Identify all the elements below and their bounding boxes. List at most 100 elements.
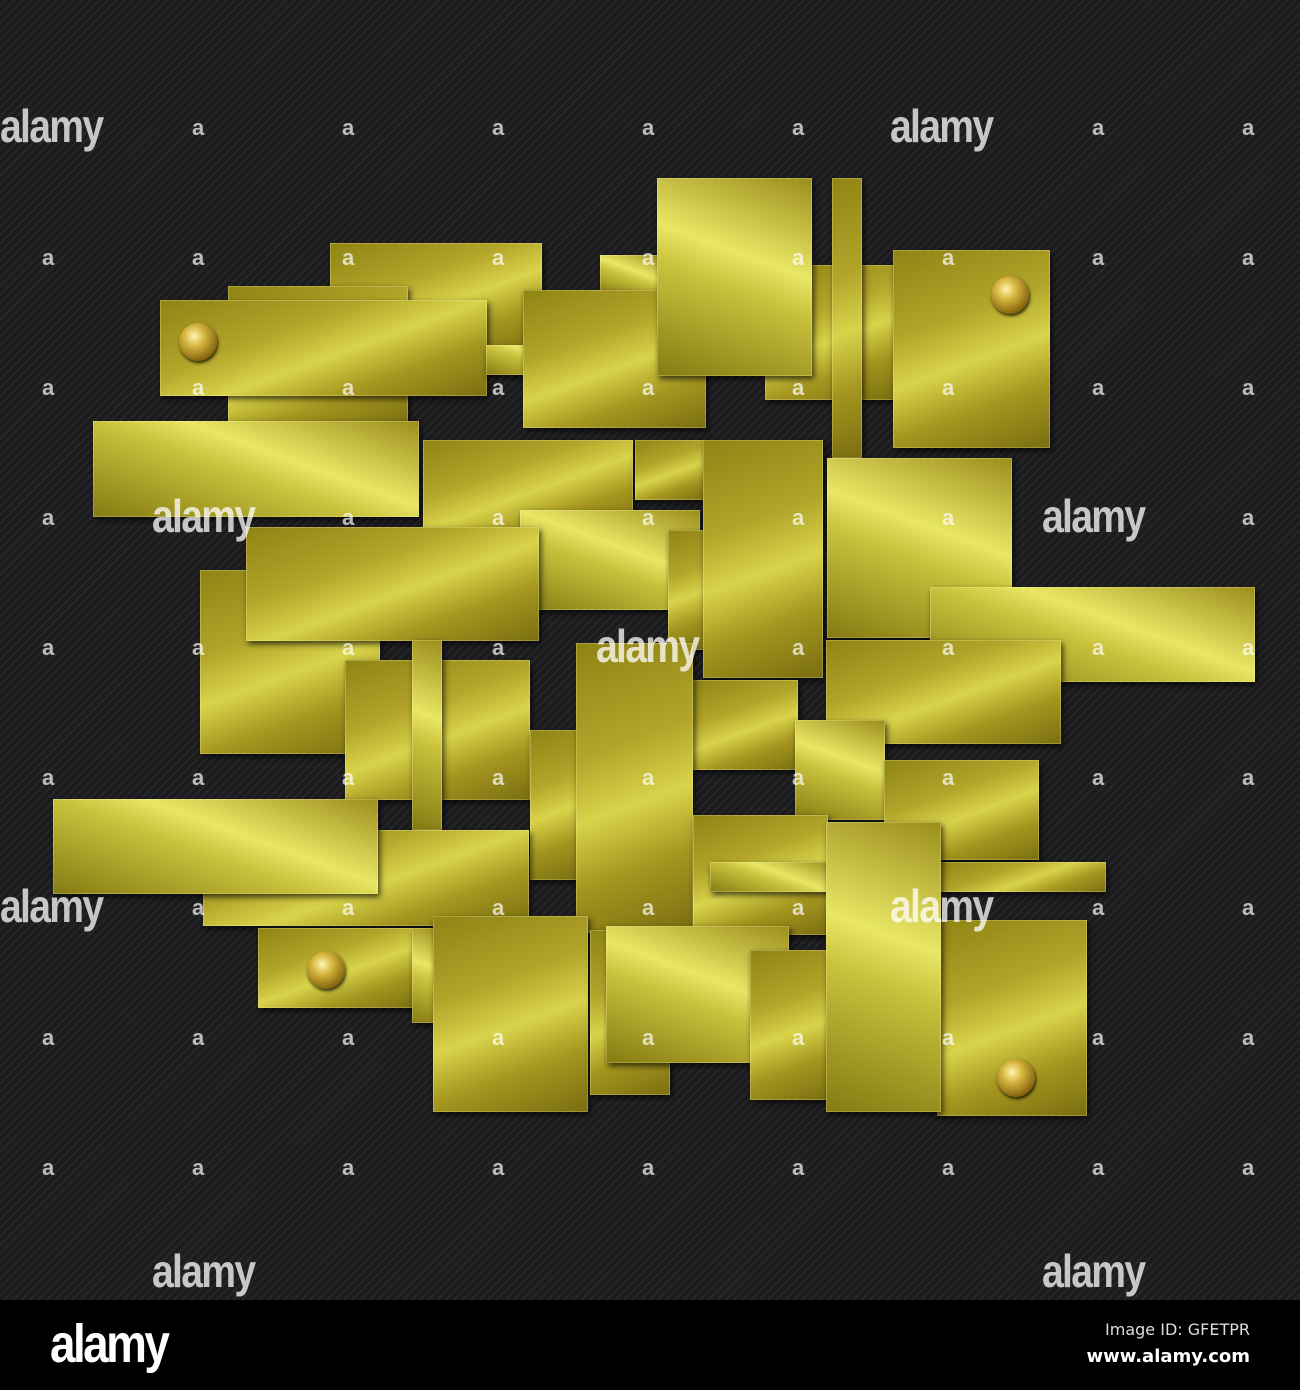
- watermark-mark: a: [792, 895, 805, 920]
- gold-plate: [412, 640, 442, 830]
- watermark: alamy: [890, 880, 994, 932]
- watermark-mark: a: [1242, 505, 1255, 530]
- watermark-mark: a: [792, 1025, 805, 1050]
- watermark: alamy: [0, 100, 104, 152]
- watermark-mark: a: [492, 765, 505, 790]
- gold-plate: [703, 440, 823, 678]
- watermark-mark: a: [942, 635, 955, 660]
- watermark-mark: a: [1092, 245, 1105, 270]
- gold-plate: [710, 862, 830, 892]
- watermark-mark: a: [942, 765, 955, 790]
- watermark-mark: a: [642, 245, 655, 270]
- watermark: alamy: [1042, 1245, 1146, 1297]
- watermark-mark: a: [1242, 765, 1255, 790]
- watermark-mark: a: [192, 635, 205, 660]
- gold-plate: [668, 530, 708, 650]
- watermark-mark: a: [342, 1155, 355, 1180]
- gold-plate: [246, 527, 539, 641]
- watermark-mark: a: [942, 245, 955, 270]
- watermark-mark: a: [1092, 1025, 1105, 1050]
- gold-plate: [940, 862, 1106, 892]
- watermark-mark: a: [792, 245, 805, 270]
- watermark: alamy: [596, 620, 700, 672]
- rivet-icon: [991, 276, 1029, 314]
- watermark-mark: a: [342, 895, 355, 920]
- watermark-mark: a: [1092, 115, 1105, 140]
- watermark-mark: a: [42, 765, 55, 790]
- watermark-mark: a: [42, 1155, 55, 1180]
- gold-plate: [53, 799, 378, 894]
- image-id: Image ID: GFETPR: [1105, 1320, 1250, 1339]
- watermark: alamy: [0, 880, 104, 932]
- gold-plate: [657, 178, 812, 376]
- gold-plate: [795, 720, 885, 820]
- watermark-mark: a: [642, 115, 655, 140]
- watermark-mark: a: [192, 765, 205, 790]
- watermark-mark: a: [1242, 115, 1255, 140]
- watermark-mark: a: [642, 1155, 655, 1180]
- gold-plate: [530, 730, 580, 880]
- gold-plate: [893, 250, 1050, 448]
- watermark-mark: a: [1242, 375, 1255, 400]
- gold-plate: [93, 421, 419, 517]
- watermark-mark: a: [192, 375, 205, 400]
- watermark-mark: a: [1242, 1025, 1255, 1050]
- watermark-mark: a: [192, 1155, 205, 1180]
- watermark-mark: a: [342, 115, 355, 140]
- rivet-icon: [997, 1059, 1035, 1097]
- watermark-mark: a: [792, 505, 805, 530]
- watermark-mark: a: [342, 245, 355, 270]
- watermark-mark: a: [192, 245, 205, 270]
- watermark-mark: a: [942, 1155, 955, 1180]
- watermark-mark: a: [492, 895, 505, 920]
- watermark-mark: a: [492, 115, 505, 140]
- gold-plate: [635, 440, 705, 500]
- watermark-mark: a: [792, 765, 805, 790]
- watermark-mark: a: [942, 505, 955, 530]
- gold-plate: [750, 950, 830, 1100]
- watermark-mark: a: [642, 895, 655, 920]
- watermark-mark: a: [792, 635, 805, 660]
- watermark-mark: a: [342, 765, 355, 790]
- gold-plate: [600, 255, 660, 295]
- website-link[interactable]: www.alamy.com: [1086, 1346, 1250, 1367]
- gold-plate: [693, 680, 798, 770]
- watermark-mark: a: [1092, 375, 1105, 400]
- watermark: alamy: [152, 490, 256, 542]
- watermark-mark: a: [1242, 1155, 1255, 1180]
- gold-plate: [826, 822, 941, 1112]
- watermark-mark: a: [42, 635, 55, 660]
- gold-plate: [832, 178, 862, 458]
- watermark-mark: a: [342, 375, 355, 400]
- watermark-mark: a: [642, 375, 655, 400]
- rivet-icon: [179, 323, 217, 361]
- watermark-mark: a: [792, 375, 805, 400]
- gold-plate: [433, 916, 588, 1112]
- watermark-mark: a: [192, 1025, 205, 1050]
- watermark-mark: a: [342, 635, 355, 660]
- watermark-mark: a: [342, 1025, 355, 1050]
- footer-bar: alamy Image ID: GFETPR www.alamy.com: [0, 1300, 1300, 1390]
- watermark-mark: a: [792, 1155, 805, 1180]
- watermark-mark: a: [42, 1025, 55, 1050]
- watermark-mark: a: [492, 375, 505, 400]
- watermark-mark: a: [492, 635, 505, 660]
- watermark-mark: a: [642, 765, 655, 790]
- watermark-mark: a: [42, 245, 55, 270]
- watermark-mark: a: [492, 505, 505, 530]
- gold-plate: [576, 643, 693, 933]
- rivet-icon: [307, 951, 345, 989]
- watermark: alamy: [152, 1245, 256, 1297]
- alamy-logo: alamy: [50, 1314, 170, 1374]
- watermark-mark: a: [1092, 1155, 1105, 1180]
- watermark-mark: a: [642, 505, 655, 530]
- watermark-mark: a: [942, 1025, 955, 1050]
- watermark-mark: a: [492, 245, 505, 270]
- watermark-mark: a: [1242, 635, 1255, 660]
- watermark-mark: a: [192, 895, 205, 920]
- watermark-mark: a: [1092, 635, 1105, 660]
- watermark-mark: a: [1092, 765, 1105, 790]
- watermark-mark: a: [192, 115, 205, 140]
- watermark-mark: a: [42, 375, 55, 400]
- watermark-mark: a: [342, 505, 355, 530]
